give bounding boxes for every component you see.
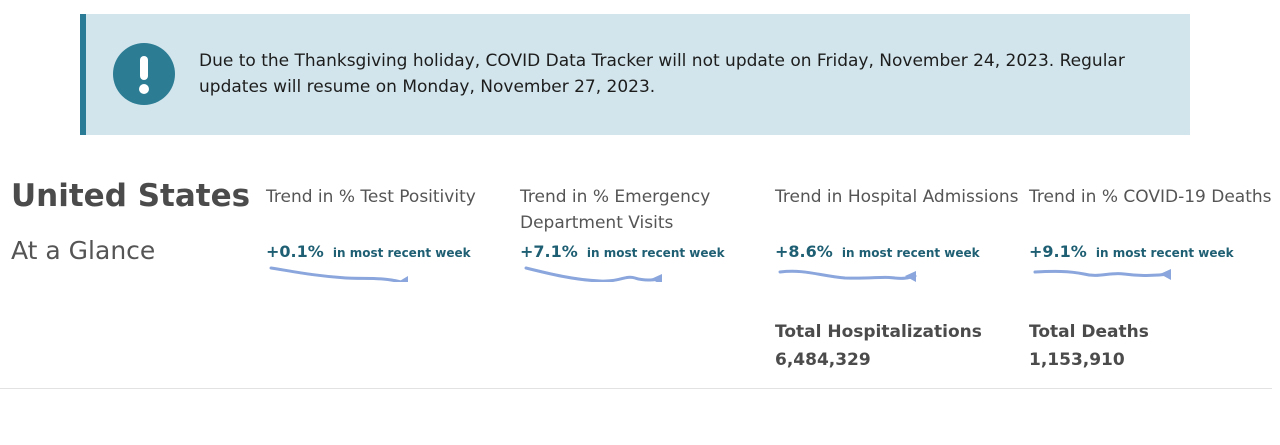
holiday-alert-banner: Due to the Thanksgiving holiday, COVID D… (80, 14, 1190, 135)
alert-message: Due to the Thanksgiving holiday, COVID D… (199, 51, 1125, 97)
metric-change-period: in most recent week (841, 246, 980, 260)
metric-change: +0.1% in most recent week (266, 242, 471, 261)
page-title: United States (11, 178, 251, 214)
total-value: 6,484,329 (775, 350, 871, 370)
total-value: 1,153,910 (1029, 350, 1125, 370)
sparkline-hospital-admissions (778, 269, 917, 282)
metric-change-period: in most recent week (332, 246, 471, 260)
page-subtitle: At a Glance (11, 236, 156, 265)
metric-label: Trend in % Test Positivity (266, 187, 476, 207)
metric-change-value: +8.6% (775, 242, 833, 261)
metric-test-positivity: Trend in % Test Positivity +0.1% in most… (266, 184, 511, 282)
total-deaths: Total Deaths 1,153,910 (1029, 320, 1149, 372)
metric-change-period: in most recent week (1095, 246, 1234, 260)
metric-change-period: in most recent week (586, 246, 725, 260)
sparkline-covid-deaths (1033, 269, 1171, 280)
metric-change: +8.6% in most recent week (775, 242, 980, 261)
section-divider (0, 388, 1272, 389)
metric-change-value: +7.1% (520, 242, 578, 261)
metric-covid-deaths: Trend in % COVID-19 Deaths +9.1% in most… (1029, 184, 1274, 280)
metric-change-value: +0.1% (266, 242, 324, 261)
metric-change-value: +9.1% (1029, 242, 1087, 261)
metric-label: Trend in % COVID-19 Deaths (1029, 187, 1272, 207)
sparkline-test-positivity (269, 266, 408, 282)
total-label: Total Hospitalizations (775, 322, 982, 342)
sparkline-ed-visits (524, 266, 662, 282)
metric-hospital-admissions: Trend in Hospital Admissions +8.6% in mo… (775, 184, 1020, 282)
total-label: Total Deaths (1029, 322, 1149, 342)
metric-ed-visits: Trend in % Emergency Department Visits +… (520, 184, 765, 282)
metric-label: Trend in % Emergency Department Visits (520, 187, 711, 233)
metric-change: +9.1% in most recent week (1029, 242, 1234, 261)
exclamation-icon (113, 43, 175, 105)
total-hospitalizations: Total Hospitalizations 6,484,329 (775, 320, 982, 372)
metric-label: Trend in Hospital Admissions (775, 187, 1019, 207)
metric-change: +7.1% in most recent week (520, 242, 725, 261)
